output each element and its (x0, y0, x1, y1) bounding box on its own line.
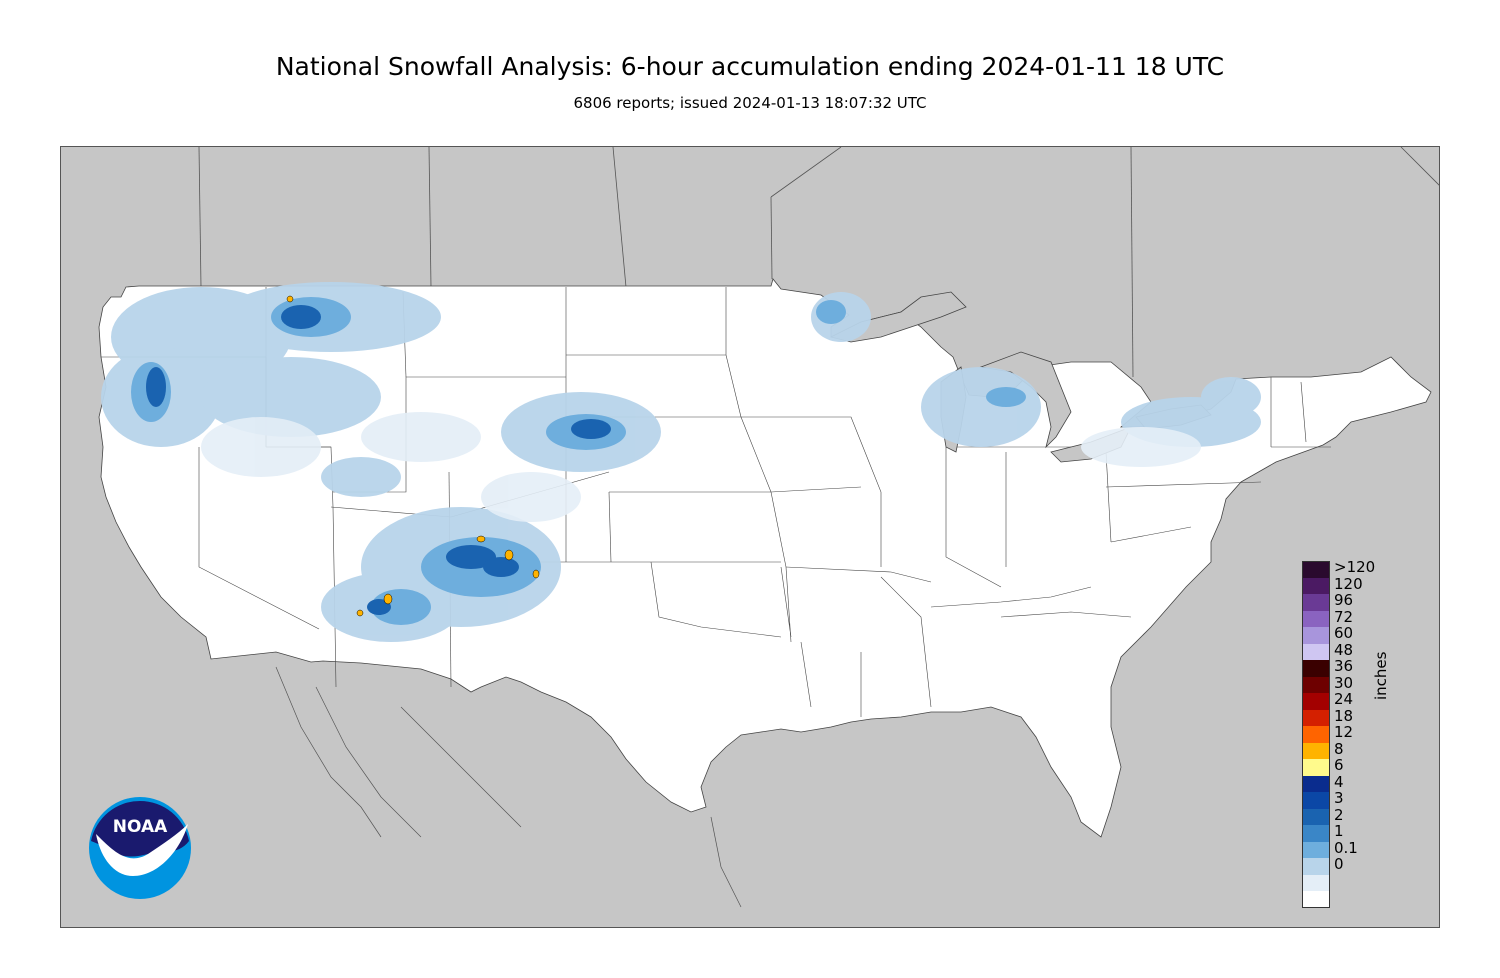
legend-label: 2 (1334, 805, 1344, 824)
legend-swatch (1302, 676, 1330, 693)
legend-label: 30 (1334, 673, 1354, 692)
legend-label: 0.1 (1334, 838, 1358, 857)
legend-swatch (1302, 858, 1330, 875)
noaa-logo-icon: NOAA (88, 796, 192, 900)
mexico-coastline (275, 666, 742, 908)
legend-label: 6 (1334, 756, 1344, 774)
legend-swatch (1302, 775, 1330, 792)
legend-label: 96 (1334, 591, 1354, 609)
map-title: National Snowfall Analysis: 6-hour accum… (275, 52, 1225, 81)
legend-label: 72 (1334, 607, 1354, 626)
legend-swatch (1302, 792, 1330, 809)
legend-label: 4 (1334, 772, 1344, 791)
legend-swatch (1302, 726, 1330, 743)
legend-swatch (1302, 808, 1330, 825)
legend-swatch (1302, 561, 1330, 578)
legend-swatch (1302, 891, 1330, 908)
legend-label: 36 (1334, 657, 1354, 675)
legend-swatch (1302, 841, 1330, 858)
legend-swatch (1302, 660, 1330, 677)
legend-swatch (1302, 643, 1330, 660)
legend-label: 120 (1334, 574, 1363, 593)
legend-swatch (1302, 577, 1330, 594)
legend-swatch (1302, 610, 1330, 627)
legend-swatch (1302, 627, 1330, 644)
legend-label: 48 (1334, 640, 1354, 659)
map-subtitle: 6806 reports; issued 2024-01-13 18:07:32… (573, 94, 927, 112)
legend-swatch (1302, 709, 1330, 726)
legend-label: 3 (1334, 789, 1344, 807)
legend-swatch (1302, 693, 1330, 710)
legend-label: >120 (1334, 558, 1376, 576)
legend-swatch (1302, 759, 1330, 776)
legend-label: 12 (1334, 723, 1354, 741)
snowfall-extreme (286, 295, 540, 617)
map-svg (61, 147, 1439, 927)
snowfall-map (60, 146, 1440, 928)
legend-label: 18 (1334, 706, 1354, 725)
legend-swatch (1302, 874, 1330, 891)
legend-label: 1 (1334, 822, 1344, 840)
legend-swatch (1302, 825, 1330, 842)
legend-units-label: inches (1372, 651, 1390, 700)
snowfall-very-light (201, 412, 1201, 522)
canada-province-borders (198, 147, 1439, 378)
legend-label: 0 (1334, 855, 1344, 873)
legend-swatch (1302, 594, 1330, 611)
legend-label: 24 (1334, 690, 1354, 708)
legend-label: 8 (1334, 739, 1344, 758)
logo-text: NOAA (113, 817, 168, 837)
legend-swatch (1302, 742, 1330, 759)
snowfall-heavy (146, 305, 611, 615)
legend-label: 60 (1334, 624, 1354, 642)
